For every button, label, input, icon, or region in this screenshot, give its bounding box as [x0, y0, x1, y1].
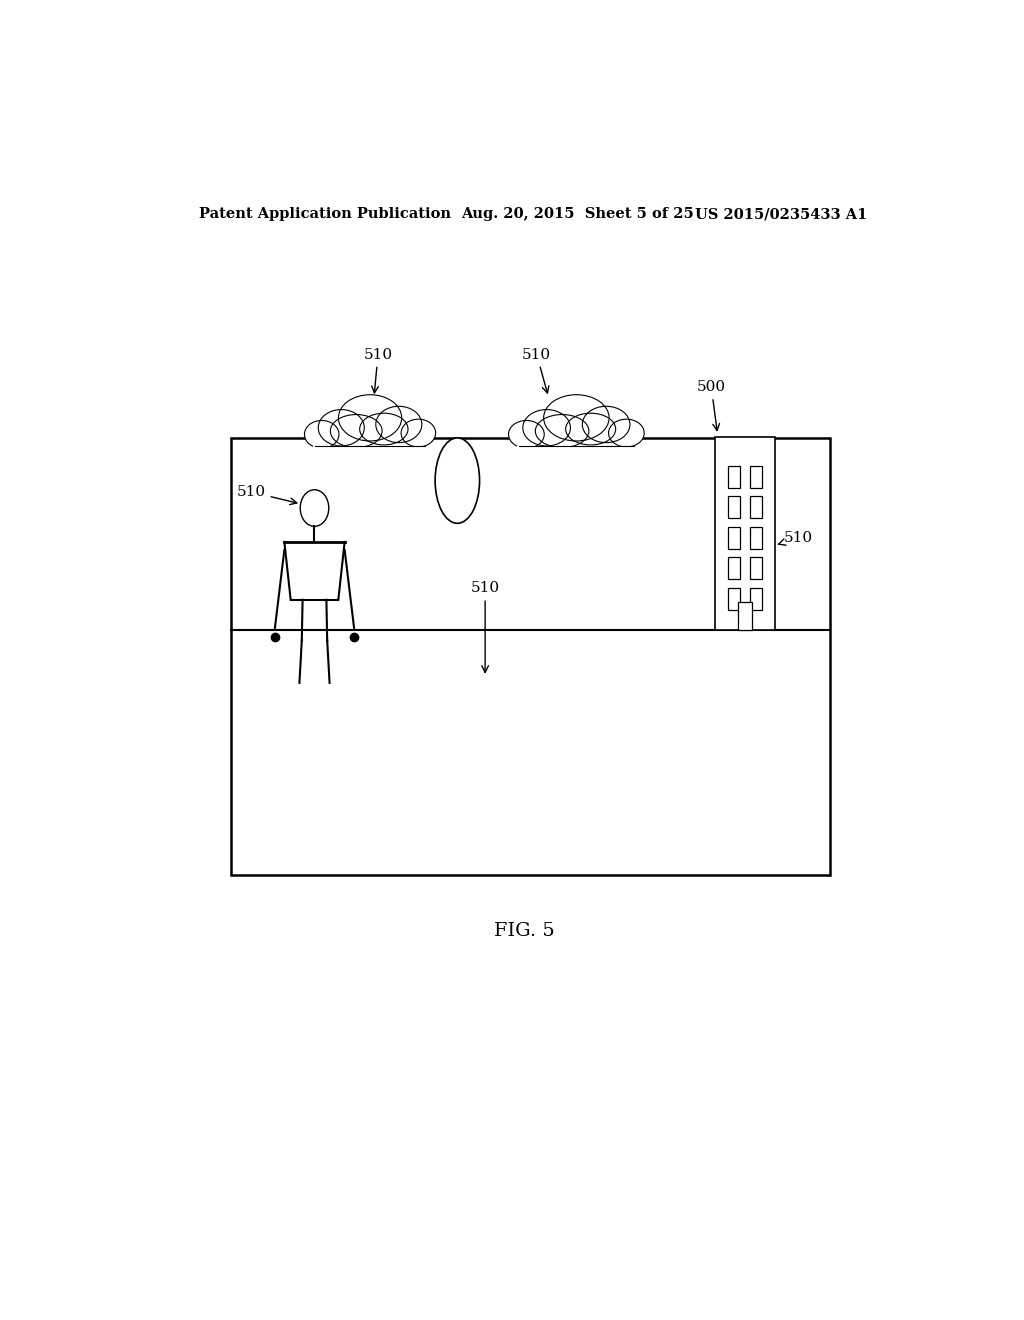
Text: US 2015/0235433 A1: US 2015/0235433 A1: [695, 207, 867, 222]
Ellipse shape: [324, 436, 416, 459]
Ellipse shape: [401, 420, 435, 447]
Ellipse shape: [583, 407, 630, 442]
Text: 510: 510: [471, 581, 500, 672]
Text: 510: 510: [778, 531, 813, 545]
Text: 510: 510: [237, 484, 297, 504]
Ellipse shape: [304, 421, 339, 449]
Ellipse shape: [338, 395, 401, 441]
FancyBboxPatch shape: [728, 557, 740, 579]
Ellipse shape: [318, 409, 365, 446]
FancyBboxPatch shape: [231, 438, 830, 875]
Text: Patent Application Publication: Patent Application Publication: [200, 207, 452, 222]
Ellipse shape: [376, 407, 422, 442]
FancyBboxPatch shape: [750, 527, 763, 549]
Ellipse shape: [528, 436, 624, 459]
FancyBboxPatch shape: [715, 437, 775, 630]
FancyBboxPatch shape: [738, 602, 753, 630]
Text: 510: 510: [522, 347, 551, 393]
FancyBboxPatch shape: [728, 587, 740, 610]
Text: 510: 510: [364, 347, 392, 393]
Ellipse shape: [536, 414, 589, 447]
Text: FIG. 5: FIG. 5: [495, 921, 555, 940]
Ellipse shape: [565, 413, 615, 445]
Ellipse shape: [359, 413, 408, 445]
FancyBboxPatch shape: [728, 527, 740, 549]
FancyBboxPatch shape: [750, 557, 763, 579]
Text: 500: 500: [696, 380, 726, 430]
FancyBboxPatch shape: [728, 496, 740, 519]
Text: Aug. 20, 2015  Sheet 5 of 25: Aug. 20, 2015 Sheet 5 of 25: [461, 207, 694, 222]
Ellipse shape: [608, 420, 644, 447]
Ellipse shape: [544, 395, 609, 441]
FancyBboxPatch shape: [750, 496, 763, 519]
FancyBboxPatch shape: [728, 466, 740, 488]
FancyBboxPatch shape: [750, 587, 763, 610]
Ellipse shape: [523, 409, 570, 446]
Ellipse shape: [435, 438, 479, 523]
Ellipse shape: [509, 421, 544, 449]
FancyBboxPatch shape: [750, 466, 763, 488]
Ellipse shape: [331, 414, 382, 447]
